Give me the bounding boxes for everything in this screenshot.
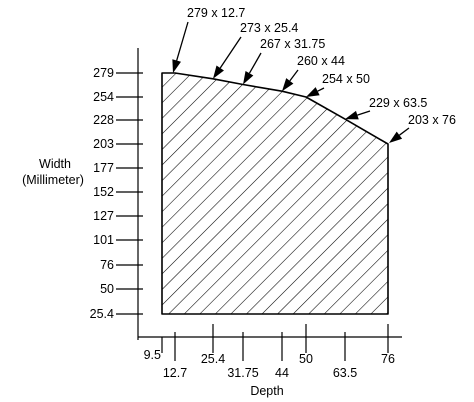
y-tick-label-10: 25.4 xyxy=(90,307,114,321)
y-tick-label-7: 101 xyxy=(93,233,114,247)
y-axis-title-line1: Width xyxy=(39,157,71,171)
data-label-arrowhead-1 xyxy=(213,65,224,79)
plot-area xyxy=(161,72,389,315)
data-label-arrowhead-5 xyxy=(345,110,359,120)
y-axis: 279 254 228 203 177 152 127 101 76 50 25.4 xyxy=(90,48,143,340)
y-tick-label-1: 254 xyxy=(93,90,114,104)
x-axis: 9.512.7 25.431.75 44 50 63.5 76 xyxy=(138,324,402,380)
x-tick-label-3: 31.75 xyxy=(227,366,258,380)
data-label-arrowhead-0 xyxy=(172,59,181,73)
data-label-arrowhead-6 xyxy=(389,131,403,143)
y-tick-label-4: 177 xyxy=(93,161,114,175)
x-tick-label-5: 50 xyxy=(299,352,313,366)
y-tick-label-0: 279 xyxy=(93,66,114,80)
data-label-arrow-2 xyxy=(248,52,262,74)
data-label-0: 279 x 12.7 xyxy=(187,6,245,20)
x-tick-label-6: 63.5 xyxy=(333,366,357,380)
data-label-arrow-0 xyxy=(176,21,189,61)
data-label-arrow-3 xyxy=(289,69,299,82)
x-tick-label-1: 12.7 xyxy=(163,366,187,380)
data-label-5: 229 x 63.5 xyxy=(369,96,427,110)
x-tick-label-7: 76 xyxy=(381,352,395,366)
x-axis-title: Depth xyxy=(250,384,283,398)
x-tick-label-4: 44 xyxy=(275,366,289,380)
y-tick-label-9: 50 xyxy=(100,282,114,296)
data-label-arrowhead-4 xyxy=(306,87,320,97)
y-tick-label-6: 127 xyxy=(93,209,114,223)
y-axis-title-line2: (Millimeter) xyxy=(22,173,84,187)
data-label-arrow-4 xyxy=(317,87,325,92)
data-label-6: 203 x 76 xyxy=(408,113,456,127)
y-tick-label-2: 228 xyxy=(93,113,114,127)
hatched-area xyxy=(161,72,389,315)
data-label-arrow-1 xyxy=(219,36,242,69)
data-label-arrow-5 xyxy=(357,110,371,116)
x-tick-label-0: 9.5 xyxy=(144,348,161,362)
data-label-2: 267 x 31.75 xyxy=(260,37,325,51)
y-tick-label-8: 76 xyxy=(100,258,114,272)
y-tick-label-5: 152 xyxy=(93,185,114,199)
data-label-arrowhead-3 xyxy=(282,78,294,92)
data-label-3: 260 x 44 xyxy=(297,54,345,68)
data-label-arrow-6 xyxy=(399,127,410,136)
y-tick-label-3: 203 xyxy=(93,137,114,151)
data-label-4: 254 x 50 xyxy=(322,72,370,86)
data-label-arrowhead-2 xyxy=(243,70,254,85)
data-label-1: 273 x 25.4 xyxy=(240,21,298,35)
x-tick-label-2: 25.4 xyxy=(201,352,225,366)
